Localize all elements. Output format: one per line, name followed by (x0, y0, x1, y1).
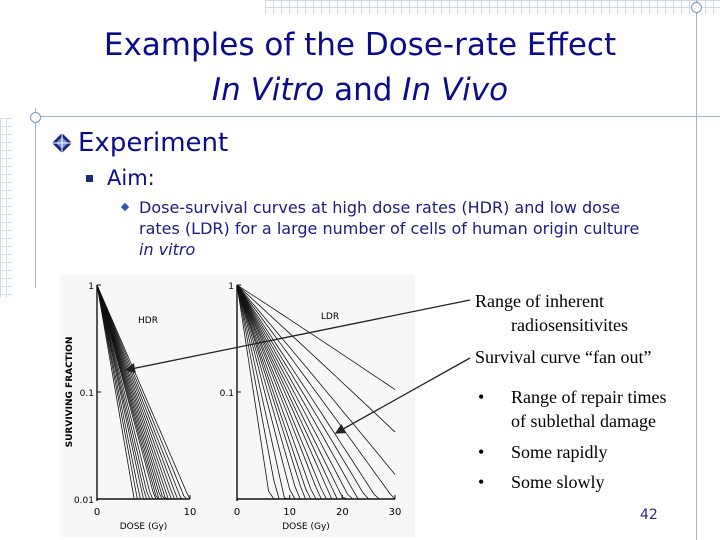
y-tick-label: 0.01 (74, 496, 94, 506)
range-annotation-line1: Range of inherent (475, 291, 604, 311)
y-axis-title: SURVIVING FRACTION (65, 337, 75, 448)
x-tick-label: 0 (234, 507, 240, 518)
x-tick-label: 0 (94, 507, 100, 518)
bullet-text-line2: of sublethal damage (511, 411, 656, 431)
bullet-text: Some slowly (511, 472, 605, 492)
survival-curve (96, 284, 151, 500)
survival-curve (236, 284, 359, 500)
experiment-heading-text: Experiment (78, 128, 229, 158)
bullet-text: Range of repair times of sublethal damage (511, 385, 666, 433)
slide-subtitle: In Vitro and In Vivo (0, 72, 720, 108)
corner-circle-ornament (691, 2, 702, 13)
x-tick-label: 10 (184, 507, 197, 518)
survival-curve (236, 284, 396, 475)
survival-curve (96, 284, 135, 500)
survival-curve (96, 284, 172, 500)
survival-curve (236, 284, 327, 500)
aim-label: Aim: (107, 166, 155, 190)
bullet-dot-icon: • (478, 387, 485, 407)
x-axis-title: DOSE (Gy) (120, 522, 168, 532)
survival-curve (236, 284, 317, 500)
panel-label: HDR (138, 316, 158, 326)
subtitle-in-vivo: In Vivo (402, 72, 509, 108)
survival-curve (96, 284, 188, 500)
small-diamond-bullet-icon (120, 202, 130, 212)
header-divider-line (35, 116, 720, 117)
page-number: 42 (640, 507, 658, 523)
aim-description-main: Dose-survival curves at high dose rates … (139, 198, 640, 238)
bullet-dot-icon: • (478, 472, 485, 492)
panel-label: LDR (321, 312, 339, 322)
x-tick-label: 10 (283, 507, 296, 518)
square-bullet-icon (86, 174, 93, 182)
left-circle-ornament (30, 112, 41, 123)
survival-curve (96, 284, 154, 500)
survival-curve (96, 284, 178, 500)
range-annotation-line2: radiosensitivites (511, 315, 628, 335)
x-tick-label: 30 (389, 507, 402, 518)
survival-curve (96, 284, 191, 500)
side-grid-decoration (0, 118, 12, 298)
survival-curve (96, 284, 169, 500)
survival-curve (236, 284, 322, 500)
aim-description-text: Dose-survival curves at high dose rates … (139, 197, 642, 260)
survival-curve (96, 284, 169, 500)
survival-curve (96, 284, 147, 500)
diamond-bullet-icon (52, 133, 72, 153)
slide-title: Examples of the Dose-rate Effect (103, 27, 617, 63)
survival-curve (96, 284, 175, 500)
y-tick-label: 1 (88, 282, 94, 292)
left-divider-line (35, 108, 36, 288)
x-axis-title: DOSE (Gy) (282, 522, 330, 532)
survival-curve (96, 284, 141, 500)
x-tick-label: 20 (336, 507, 349, 518)
y-tick-label: 0.1 (220, 389, 234, 399)
survival-curve (236, 284, 333, 500)
range-annotation: Range of inherent radiosensitivites (475, 289, 628, 337)
survival-curve (236, 284, 312, 500)
survival-curve (96, 284, 141, 500)
aim-description-italic: in vitro (139, 240, 196, 259)
bullet-text: Some rapidly (511, 442, 608, 462)
header-grid-decoration (265, 0, 720, 14)
y-tick-label: 1 (228, 282, 234, 292)
right-divider-line (696, 0, 697, 540)
subtitle-in-vitro: In Vitro (211, 72, 325, 108)
subtitle-and: and (324, 72, 403, 108)
bullet-text-line1: Range of repair times (511, 387, 667, 407)
bullet-dot-icon: • (478, 442, 485, 462)
fan-out-annotation: Survival curve “fan out” (475, 347, 652, 367)
experiment-heading: Experiment (52, 128, 228, 158)
y-tick-label: 0.1 (80, 389, 94, 399)
survival-curve (96, 284, 184, 500)
aim-item: Aim: (86, 166, 155, 190)
aim-description: Dose-survival curves at high dose rates … (120, 197, 642, 260)
